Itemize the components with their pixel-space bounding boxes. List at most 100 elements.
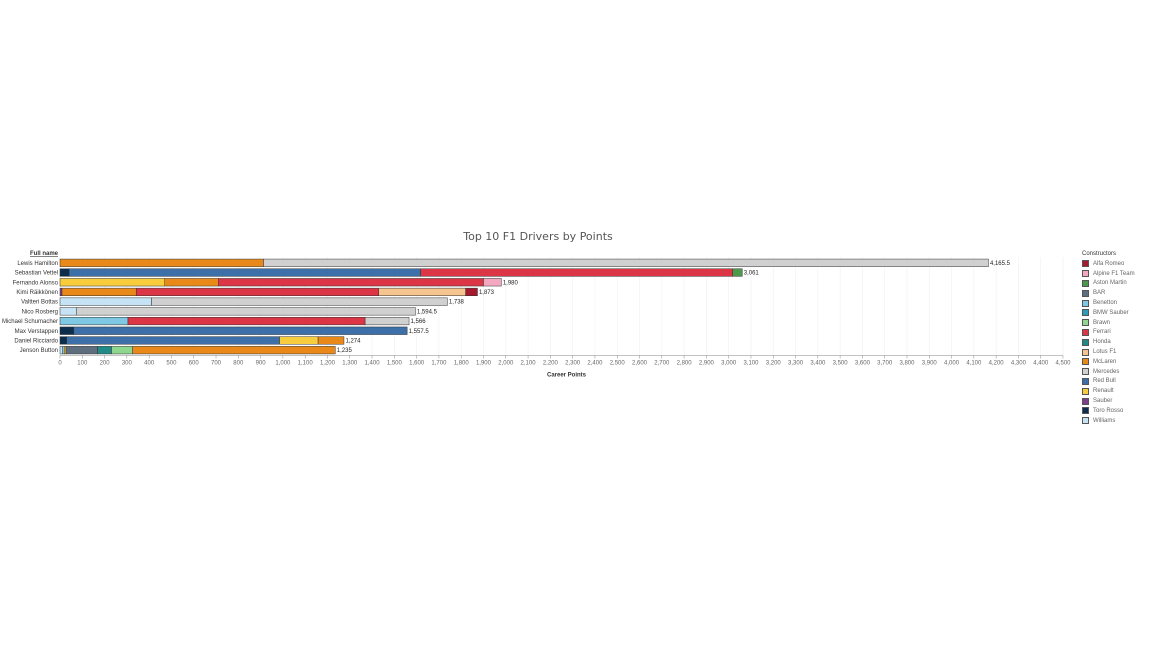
bar-segment xyxy=(151,297,448,306)
x-tick-label: 1,400 xyxy=(365,361,381,367)
x-tick-label: 3,200 xyxy=(766,361,782,367)
x-tick-label: 4,200 xyxy=(989,361,1005,367)
x-tick-label: 2,300 xyxy=(565,361,581,367)
x-tick-label: 1,600 xyxy=(409,361,425,367)
legend-item: Williams xyxy=(1082,416,1135,426)
legend-item: Aston Martin xyxy=(1082,279,1135,289)
x-tick-label: 3,700 xyxy=(877,361,893,367)
legend-swatch xyxy=(1082,407,1089,415)
bar-segment xyxy=(135,287,379,296)
x-tick-label: 2,600 xyxy=(632,361,648,367)
x-tick-label: 2,100 xyxy=(521,361,537,367)
legend-label: Benetton xyxy=(1093,300,1118,307)
driver-name-label: Fernando Alonso xyxy=(13,280,59,286)
bar-segment xyxy=(132,346,336,355)
x-tick-label: 2,500 xyxy=(610,361,626,367)
driver-name-label: Valtteri Bottas xyxy=(21,300,58,306)
x-tick-label: 1,700 xyxy=(431,361,447,367)
bar-segment xyxy=(59,326,75,335)
legend-item: Lotus F1 xyxy=(1082,347,1135,357)
legend-label: Red Bull xyxy=(1093,378,1116,385)
legend-item: Honda xyxy=(1082,337,1135,347)
x-tick-label: 1,200 xyxy=(320,361,336,367)
legend-swatch xyxy=(1082,397,1089,405)
bar-segment xyxy=(483,278,502,287)
legend-item: Sauber xyxy=(1082,396,1135,406)
stacked-bar-chart: Full name Lewis Hamilton 4,165.5 Sebastian … xyxy=(2,251,1071,379)
bar-segment xyxy=(76,307,416,316)
bar-segment xyxy=(63,346,67,355)
legend-label: BAR xyxy=(1093,290,1106,297)
x-tick-label: 1,100 xyxy=(298,361,314,367)
legend-item: Toro Rosso xyxy=(1082,406,1135,416)
driver-name-label: Nico Rosberg xyxy=(22,309,58,315)
legend-swatch xyxy=(1082,289,1089,297)
x-tick-label: 2,900 xyxy=(699,361,715,367)
x-tick-label: 500 xyxy=(166,361,177,367)
bar-segment xyxy=(59,307,77,316)
x-tick-label: 200 xyxy=(100,361,111,367)
driver-name-label: Lewis Hamilton xyxy=(17,261,58,267)
legend-swatch xyxy=(1082,358,1089,366)
x-tick-label: 4,500 xyxy=(1055,361,1071,367)
legend-item: Benetton xyxy=(1082,298,1135,308)
x-tick-label: 3,000 xyxy=(721,361,737,367)
x-tick-label: 2,700 xyxy=(654,361,670,367)
x-tick-label: 3,300 xyxy=(788,361,804,367)
x-tick-label: 700 xyxy=(211,361,222,367)
x-tick-label: 0 xyxy=(58,361,62,367)
total-data-label: 1,873 xyxy=(479,290,495,296)
driver-name-label: Michael Schumacher xyxy=(2,319,58,325)
x-tick-label: 900 xyxy=(256,361,267,367)
legend-swatch xyxy=(1082,417,1089,425)
x-tick-label: 800 xyxy=(233,361,244,367)
driver-name-label: Kimi Räikkönen xyxy=(16,290,58,296)
x-tick-label: 3,100 xyxy=(743,361,759,367)
bar-segment xyxy=(73,326,408,335)
total-data-label: 1,980 xyxy=(503,280,519,286)
driver-name-label: Jenson Button xyxy=(20,348,58,354)
total-data-label: 1,274 xyxy=(345,338,361,344)
legend-label: Alpine F1 Team xyxy=(1093,270,1135,277)
bar-segment xyxy=(59,317,129,326)
bar-segment xyxy=(66,336,280,345)
bar-segment xyxy=(59,346,63,355)
legend-swatch xyxy=(1082,260,1089,268)
x-tick-label: 2,800 xyxy=(677,361,693,367)
legend-label: McLaren xyxy=(1093,358,1117,365)
x-tick-label: 3,900 xyxy=(922,361,938,367)
x-tick-label: 4,300 xyxy=(1011,361,1027,367)
legend-item: Brawn xyxy=(1082,318,1135,328)
bar-segment xyxy=(317,336,345,345)
x-tick-label: 4,000 xyxy=(944,361,960,367)
bar-segment xyxy=(61,287,137,296)
legend-item: Alpine F1 Team xyxy=(1082,269,1135,279)
x-axis-title: Career Points xyxy=(547,373,587,379)
total-data-label: 1,594.5 xyxy=(417,309,438,315)
x-tick-label: 3,500 xyxy=(833,361,849,367)
row-header: Full name xyxy=(30,251,59,257)
driver-name-label: Max Verstappen xyxy=(15,329,58,335)
legend-label: Williams xyxy=(1093,417,1116,424)
bar-segment xyxy=(68,268,421,277)
driver-name-label: Sebastian Vettel xyxy=(15,271,58,277)
legend-item: BMW Sauber xyxy=(1082,308,1135,318)
bar-segment xyxy=(59,287,63,296)
legend-swatch xyxy=(1082,319,1089,327)
bar-segment xyxy=(59,336,67,345)
x-tick-label: 3,600 xyxy=(855,361,871,367)
bar-segment xyxy=(59,258,264,267)
bar-segment xyxy=(465,287,478,296)
x-tick-label: 1,300 xyxy=(342,361,358,367)
bar-segment xyxy=(364,317,410,326)
legend-item: McLaren xyxy=(1082,357,1135,367)
legend-swatch xyxy=(1082,387,1089,395)
x-tick-label: 100 xyxy=(77,361,88,367)
chart-title: Top 10 F1 Drivers by Points xyxy=(463,230,613,243)
bar-segment xyxy=(59,268,70,277)
x-tick-label: 1,900 xyxy=(476,361,492,367)
legend-swatch xyxy=(1082,309,1089,317)
legend-swatch xyxy=(1082,377,1089,385)
legend-label: Honda xyxy=(1093,339,1111,346)
legend-swatch xyxy=(1082,348,1089,356)
